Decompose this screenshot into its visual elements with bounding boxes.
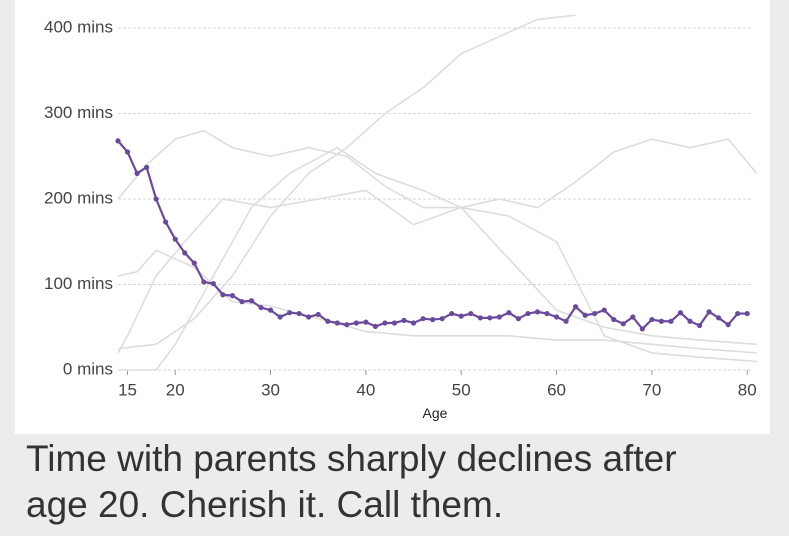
point (468, 310, 474, 317)
point (639, 326, 645, 332)
y-tick-label: 100 mins (44, 274, 113, 293)
point (544, 310, 550, 317)
point (496, 314, 502, 320)
point (353, 320, 359, 326)
point (287, 310, 293, 316)
point (382, 320, 388, 326)
point (611, 316, 617, 323)
point (191, 260, 197, 266)
point (515, 316, 522, 322)
point (582, 312, 588, 318)
point (449, 310, 455, 317)
point (115, 138, 121, 144)
point (401, 317, 407, 324)
point (172, 236, 178, 242)
point (210, 281, 216, 287)
point (696, 322, 703, 329)
point (725, 322, 731, 328)
y-tick-label: 200 mins (44, 188, 113, 207)
point (687, 318, 693, 324)
point (163, 219, 169, 225)
point (239, 299, 245, 305)
point (534, 309, 541, 315)
x-axis-label: Age (423, 405, 448, 421)
point (420, 316, 426, 322)
point (267, 307, 274, 313)
point (344, 322, 350, 328)
line (117, 129, 758, 209)
point (573, 304, 579, 310)
point (477, 315, 483, 321)
point (124, 149, 131, 155)
chart: Age 0 mins 100 mins 200 mins 300 mins 400 mi… (15, 0, 770, 434)
point (201, 279, 207, 285)
y-tick-label: 400 mins (44, 17, 113, 36)
y-tick-label: 300 mins (44, 103, 113, 122)
x-tick-label: 50 (452, 380, 471, 399)
chart-panel (15, 0, 770, 434)
point (592, 310, 598, 317)
line (117, 249, 757, 354)
point (391, 320, 398, 326)
point (334, 320, 340, 326)
caption-line: age 20. Cherish it. Call them. (26, 484, 504, 525)
point (134, 170, 140, 176)
point (315, 311, 321, 318)
point (153, 196, 159, 202)
caption: Time with parents sharply declines after… (26, 436, 677, 528)
point (430, 316, 436, 323)
point (325, 318, 331, 324)
point (363, 319, 369, 325)
point (248, 298, 255, 304)
point (706, 309, 712, 315)
point (458, 313, 464, 319)
line (117, 14, 576, 350)
point (372, 323, 379, 329)
point (439, 316, 445, 322)
x-tick-label: 15 (118, 380, 137, 399)
point (220, 292, 226, 298)
x-tick-label: 40 (356, 380, 375, 399)
x-tick-label: 70 (642, 380, 661, 399)
point (144, 164, 150, 170)
point (601, 307, 607, 313)
point (525, 310, 531, 317)
plot-area (115, 14, 758, 371)
y-tick-label: 0 mins (63, 359, 113, 378)
point (182, 250, 188, 256)
point (296, 310, 302, 317)
line (117, 189, 757, 363)
point (229, 293, 236, 299)
point (506, 310, 512, 316)
line (118, 146, 757, 371)
point (277, 314, 283, 320)
point (410, 320, 417, 326)
point (735, 310, 741, 317)
point (553, 314, 560, 320)
x-tick-label: 80 (738, 380, 757, 399)
point (258, 304, 264, 311)
point (677, 310, 684, 316)
x-tick-label: 60 (547, 380, 566, 399)
point (563, 318, 569, 324)
point (630, 314, 636, 320)
point (668, 318, 674, 324)
caption-line: Time with parents sharply declines after (26, 438, 677, 479)
point (744, 310, 750, 317)
point (620, 321, 626, 327)
point (716, 315, 722, 321)
x-tick-label: 30 (261, 380, 280, 399)
point (487, 315, 493, 321)
x-tick-label: 20 (166, 380, 185, 399)
point (649, 316, 655, 323)
point (306, 314, 312, 320)
point (658, 318, 665, 324)
